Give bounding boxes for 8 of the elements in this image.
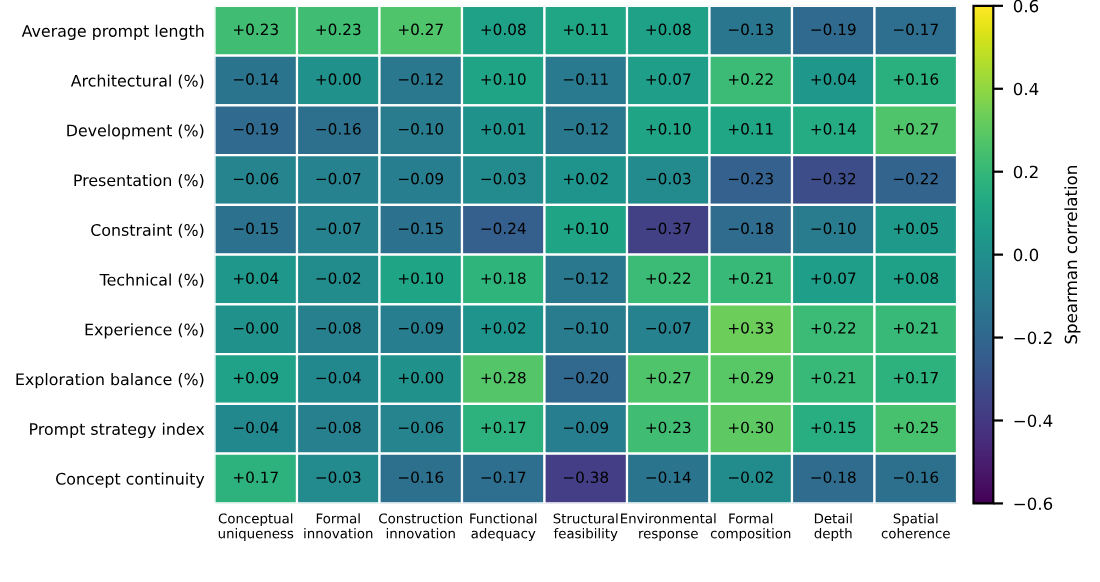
color-bar-label: −0.4 bbox=[1014, 414, 1053, 428]
color-bar-label: 0.0 bbox=[1013, 248, 1039, 262]
color-bar-label: 0.2 bbox=[1013, 165, 1038, 179]
color-bar-label: 0.4 bbox=[1013, 82, 1039, 96]
color-bar-label: 0.6 bbox=[1013, 0, 1039, 13]
color-bar-label: −0.6 bbox=[1014, 497, 1053, 510]
color-bar-label: −0.2 bbox=[1014, 331, 1052, 345]
color-bar-title: Spearman correlation bbox=[1064, 166, 1081, 344]
